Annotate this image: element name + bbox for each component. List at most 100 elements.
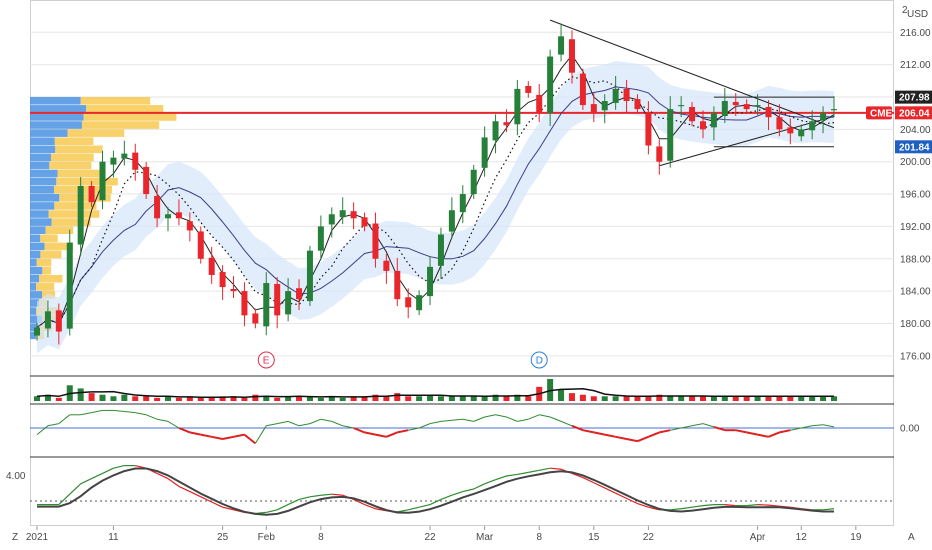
oscillator-fast-segment bbox=[626, 497, 638, 505]
candle-body bbox=[798, 129, 805, 137]
volume-bar bbox=[448, 396, 455, 401]
volume-bar bbox=[634, 396, 641, 401]
oscillator-fast-segment bbox=[517, 471, 529, 476]
candle-body bbox=[678, 105, 685, 107]
x-tick-label: 19 bbox=[850, 532, 862, 543]
y-tick-label: 196.00 bbox=[900, 190, 931, 201]
candle-body bbox=[252, 313, 259, 324]
candle-body bbox=[33, 327, 41, 336]
volume-bar bbox=[350, 396, 357, 401]
momentum-segment bbox=[385, 431, 398, 438]
momentum-segment bbox=[200, 433, 212, 438]
volume-bar bbox=[88, 393, 95, 401]
volume-profile-yellow-bar bbox=[42, 266, 52, 275]
momentum-segment bbox=[571, 424, 584, 432]
volume-profile-yellow-bar bbox=[56, 177, 118, 186]
volume-bar bbox=[219, 396, 226, 401]
oscillator-fast-segment bbox=[298, 496, 311, 500]
time-axis[interactable]: 2021 11 25 Feb 8 22 Mar 8 15 22 Apr 12 19 bbox=[26, 526, 862, 543]
volume-bar bbox=[44, 394, 51, 401]
volume-bar bbox=[230, 396, 237, 401]
oscillator-fast-segment bbox=[473, 483, 485, 490]
volume-average-line bbox=[36, 387, 834, 398]
price-labels: 207.98 206.04 201.84 CME bbox=[866, 90, 932, 154]
momentum-segment bbox=[440, 419, 452, 422]
candle-body bbox=[132, 152, 139, 170]
candle-body bbox=[470, 169, 477, 195]
volume-bar bbox=[394, 393, 401, 401]
momentum-segment bbox=[757, 433, 769, 438]
volume-profile-yellow-bar bbox=[44, 242, 74, 251]
momentum-segment bbox=[659, 429, 671, 434]
oscillator-fast-segment bbox=[539, 467, 551, 471]
candle-body bbox=[241, 291, 248, 316]
oscillator-fast-segment bbox=[724, 504, 736, 507]
momentum-segment bbox=[637, 435, 649, 443]
volume-profile-blue-bar bbox=[30, 145, 56, 154]
candle-body bbox=[165, 214, 172, 219]
currency-label[interactable]: USD bbox=[907, 9, 928, 20]
event-marker[interactable] bbox=[257, 351, 275, 369]
momentum-segment bbox=[47, 423, 59, 427]
candle-body bbox=[99, 161, 106, 201]
volume-bar bbox=[459, 396, 466, 401]
top-right-label: 2 bbox=[902, 5, 908, 16]
momentum-segment bbox=[768, 431, 780, 438]
volume-profile-yellow-bar bbox=[49, 161, 92, 170]
price-label-box bbox=[895, 90, 932, 104]
oscillator-fast-segment bbox=[69, 483, 82, 495]
candle-body bbox=[339, 210, 346, 218]
volume-bar bbox=[143, 396, 150, 401]
momentum-segment bbox=[178, 427, 191, 434]
corner-left-label[interactable]: Z bbox=[12, 532, 18, 543]
oscillator-fast-segment bbox=[418, 504, 431, 508]
volume-profile-blue-bar bbox=[30, 129, 68, 137]
momentum-segment bbox=[582, 429, 595, 434]
volume-profile-blue-bar bbox=[30, 153, 51, 162]
volume-bar bbox=[678, 396, 685, 401]
momentum-segment bbox=[167, 420, 180, 429]
price-label-box bbox=[895, 106, 932, 120]
volume-bar bbox=[732, 396, 739, 401]
volume-bar bbox=[241, 397, 248, 401]
candle-body bbox=[492, 121, 499, 141]
volume-bar bbox=[372, 394, 379, 401]
price-label-text: 207.98 bbox=[899, 93, 930, 104]
momentum-segment bbox=[506, 416, 518, 422]
volume-bar bbox=[492, 394, 499, 401]
momentum-segment bbox=[233, 433, 245, 438]
volume-profile-yellow-bar bbox=[80, 96, 151, 105]
oscillator-signal-line bbox=[37, 467, 834, 516]
candle-body bbox=[634, 99, 641, 110]
volume-bar bbox=[645, 396, 652, 401]
x-tick-label: 8 bbox=[536, 532, 542, 543]
x-tick-label: 15 bbox=[588, 532, 600, 543]
candle-body bbox=[787, 127, 794, 134]
price-axis[interactable]: 176.00 180.00 184.00 188.00 192.00 196.00 200.… bbox=[900, 28, 931, 363]
event-marker[interactable] bbox=[530, 351, 548, 369]
volume-bar bbox=[427, 394, 434, 401]
candle-body bbox=[372, 223, 379, 259]
volume-profile-yellow-bar bbox=[36, 258, 52, 267]
momentum-segment bbox=[517, 418, 529, 422]
gridlines bbox=[30, 31, 894, 357]
oscillator-fast-segment bbox=[484, 479, 496, 485]
oscillator-fast-segment bbox=[495, 475, 507, 481]
x-tick-label: 22 bbox=[424, 532, 436, 543]
volume-profile-blue-bar bbox=[30, 315, 43, 323]
oscillator-fast-segment bbox=[757, 504, 769, 506]
candle-body bbox=[175, 212, 182, 219]
candle-body bbox=[77, 185, 84, 245]
x-tick-label: 25 bbox=[217, 532, 229, 543]
oscillator-fast-segment bbox=[200, 496, 212, 503]
corner-right-label[interactable]: A bbox=[908, 532, 915, 543]
x-tick-label: 8 bbox=[318, 532, 324, 543]
y-tick-label: 216.00 bbox=[900, 28, 931, 39]
volume-bar bbox=[514, 394, 521, 401]
volume-bar bbox=[186, 396, 193, 401]
x-tick-label: 12 bbox=[796, 532, 808, 543]
volume-bar bbox=[699, 396, 706, 401]
candle-body bbox=[754, 105, 761, 107]
